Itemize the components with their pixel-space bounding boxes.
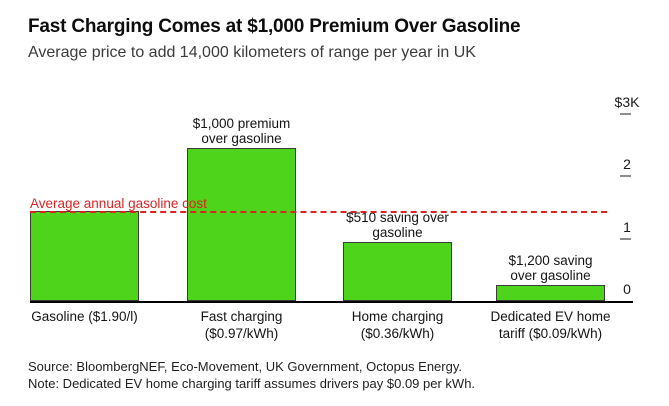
x-axis-label: Gasoline ($1.90/l) bbox=[31, 309, 138, 324]
page-subtitle: Average price to add 14,000 kilometers o… bbox=[28, 44, 476, 61]
bar-group-1: Gasoline ($1.90/l) bbox=[30, 95, 139, 324]
bar-group-4: $1,200 saving over gasoline Dedicated EV h… bbox=[490, 95, 610, 341]
reference-line: Average annual gasoline cost bbox=[30, 196, 607, 213]
x-axis-label: Home charging ($0.36/kWh) bbox=[351, 309, 444, 341]
note-text: Note: Dedicated EV home charging tariff … bbox=[28, 376, 476, 392]
plot-area: Average annual gasoline cost Gasoline ($… bbox=[30, 95, 633, 341]
footer: Source: BloombergNEF, Eco-Movement, UK G… bbox=[28, 358, 475, 392]
bar bbox=[187, 148, 296, 301]
page-title: Fast Charging Comes at $1,000 Premium Ov… bbox=[28, 16, 521, 37]
bar-annotation: $1,200 saving over gasoline bbox=[508, 252, 593, 284]
bar-group-3: $510 saving over gasoline Home charging ($0… bbox=[343, 95, 452, 341]
bar bbox=[496, 285, 605, 301]
bar-annotation: $510 saving over gasoline bbox=[346, 209, 449, 241]
bar bbox=[343, 242, 452, 301]
bar-group-2: $1,000 premium over gasoline Fast charging… bbox=[187, 95, 296, 341]
x-axis-label: Dedicated EV home tariff ($0.09/kWh) bbox=[490, 309, 611, 341]
bar bbox=[30, 210, 139, 301]
source-text: Source: BloombergNEF, Eco-Movement, UK G… bbox=[28, 359, 462, 374]
x-axis-label: Fast charging ($0.97/kWh) bbox=[200, 309, 283, 341]
bar-annotation: $1,000 premium over gasoline bbox=[192, 115, 291, 147]
reference-line-label: Average annual gasoline cost bbox=[30, 195, 207, 211]
